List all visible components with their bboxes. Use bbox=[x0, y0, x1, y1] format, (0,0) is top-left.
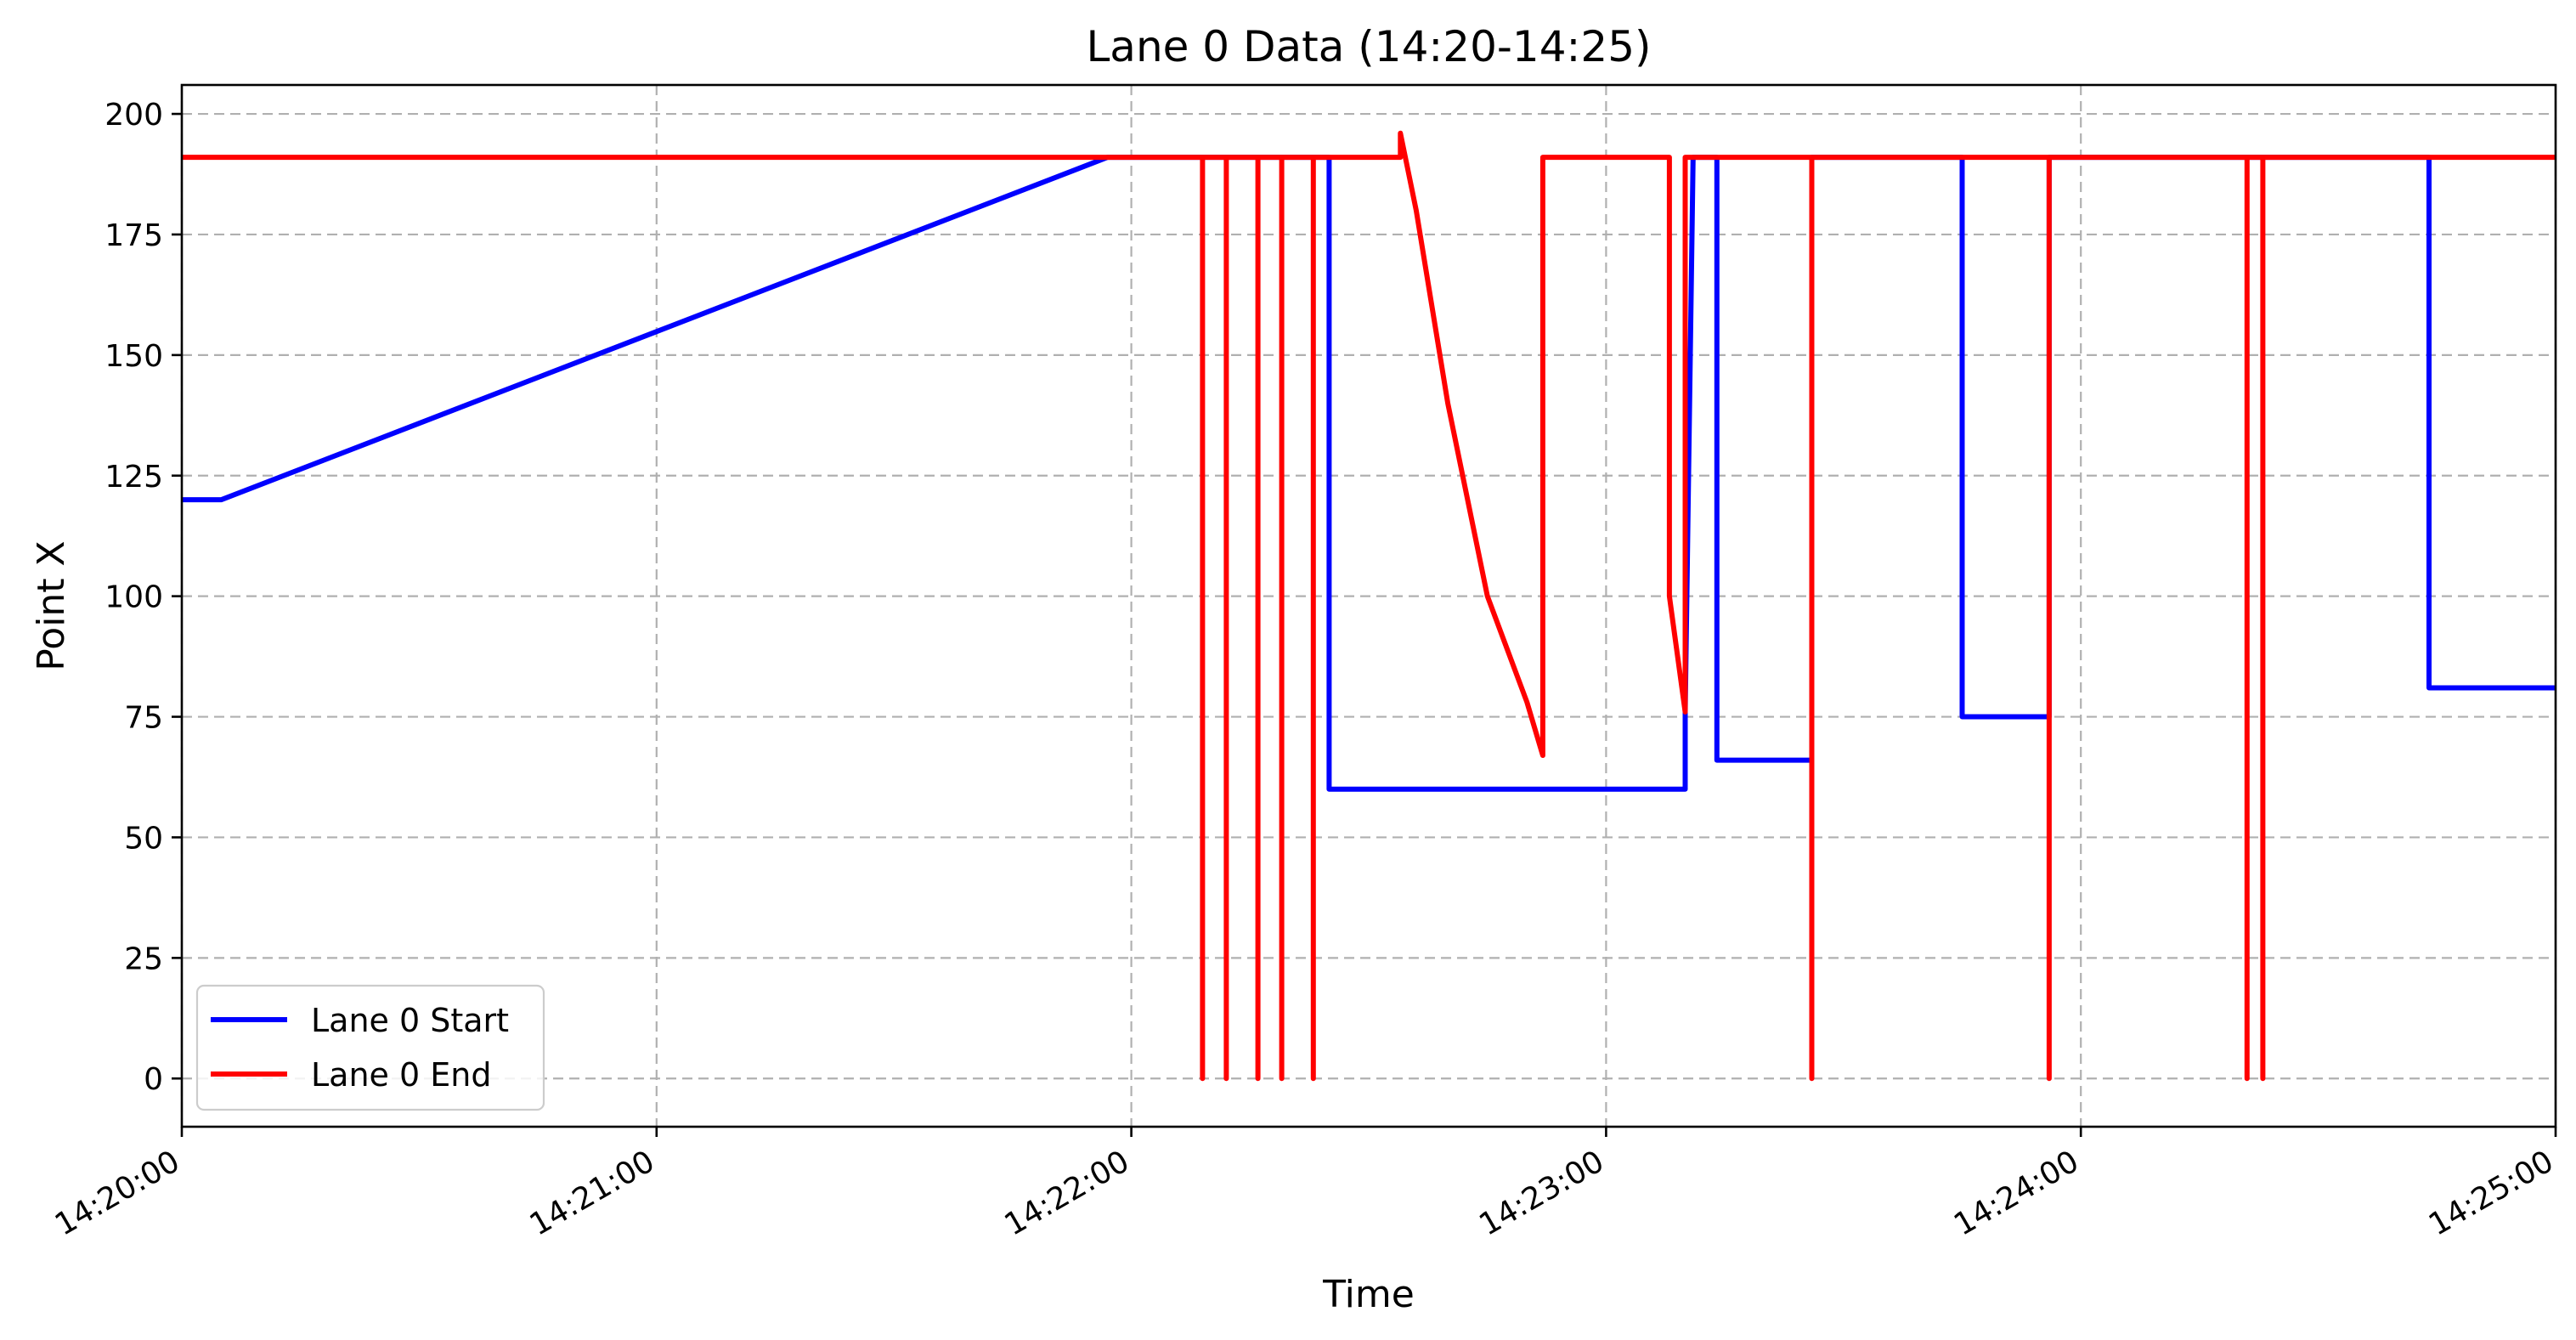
x-tick-label: 14:22:00 bbox=[999, 1144, 1136, 1242]
y-axis-ticks: 0 25 50 75 100 125 150 175 200 bbox=[105, 98, 182, 1097]
y-tick-label: 25 bbox=[124, 941, 163, 976]
series-lines bbox=[182, 130, 2556, 1082]
y-tick-label: 50 bbox=[124, 821, 163, 856]
legend-box bbox=[195, 984, 545, 1111]
x-axis-ticks: 14:20:00 14:21:00 14:22:00 14:23:00 14:24:00… bbox=[49, 1127, 2560, 1243]
legend-label-lane-0-end: Lane 0 End bbox=[311, 1056, 491, 1094]
y-tick-label: 0 bbox=[144, 1062, 163, 1097]
x-tick-label: 14:21:00 bbox=[524, 1144, 661, 1242]
y-tick-label: 100 bbox=[105, 580, 163, 615]
y-tick-label: 150 bbox=[105, 339, 163, 374]
grid bbox=[180, 85, 2557, 1127]
x-axis-label: Time bbox=[1322, 1273, 1415, 1316]
series-line-lane-0-end bbox=[182, 130, 2556, 1082]
x-tick-label: 14:25:00 bbox=[2423, 1144, 2560, 1242]
y-tick-label: 75 bbox=[124, 701, 163, 736]
x-tick-label: 14:24:00 bbox=[1948, 1144, 2085, 1242]
x-tick-label: 14:20:00 bbox=[49, 1144, 186, 1242]
legend-label-lane-0-start: Lane 0 Start bbox=[311, 1002, 509, 1039]
y-tick-label: 175 bbox=[105, 218, 163, 253]
y-axis-label: Point X bbox=[30, 540, 73, 670]
chart-title: Lane 0 Data (14:20-14:25) bbox=[1086, 22, 1651, 71]
y-tick-label: 125 bbox=[105, 460, 163, 495]
series-line-lane-0-start bbox=[182, 155, 2556, 792]
x-tick-label: 14:23:00 bbox=[1473, 1144, 1610, 1242]
plot-area-frame bbox=[180, 83, 2557, 1128]
y-tick-label: 200 bbox=[105, 98, 163, 133]
legend: Lane 0 Start Lane 0 End bbox=[195, 984, 545, 1111]
